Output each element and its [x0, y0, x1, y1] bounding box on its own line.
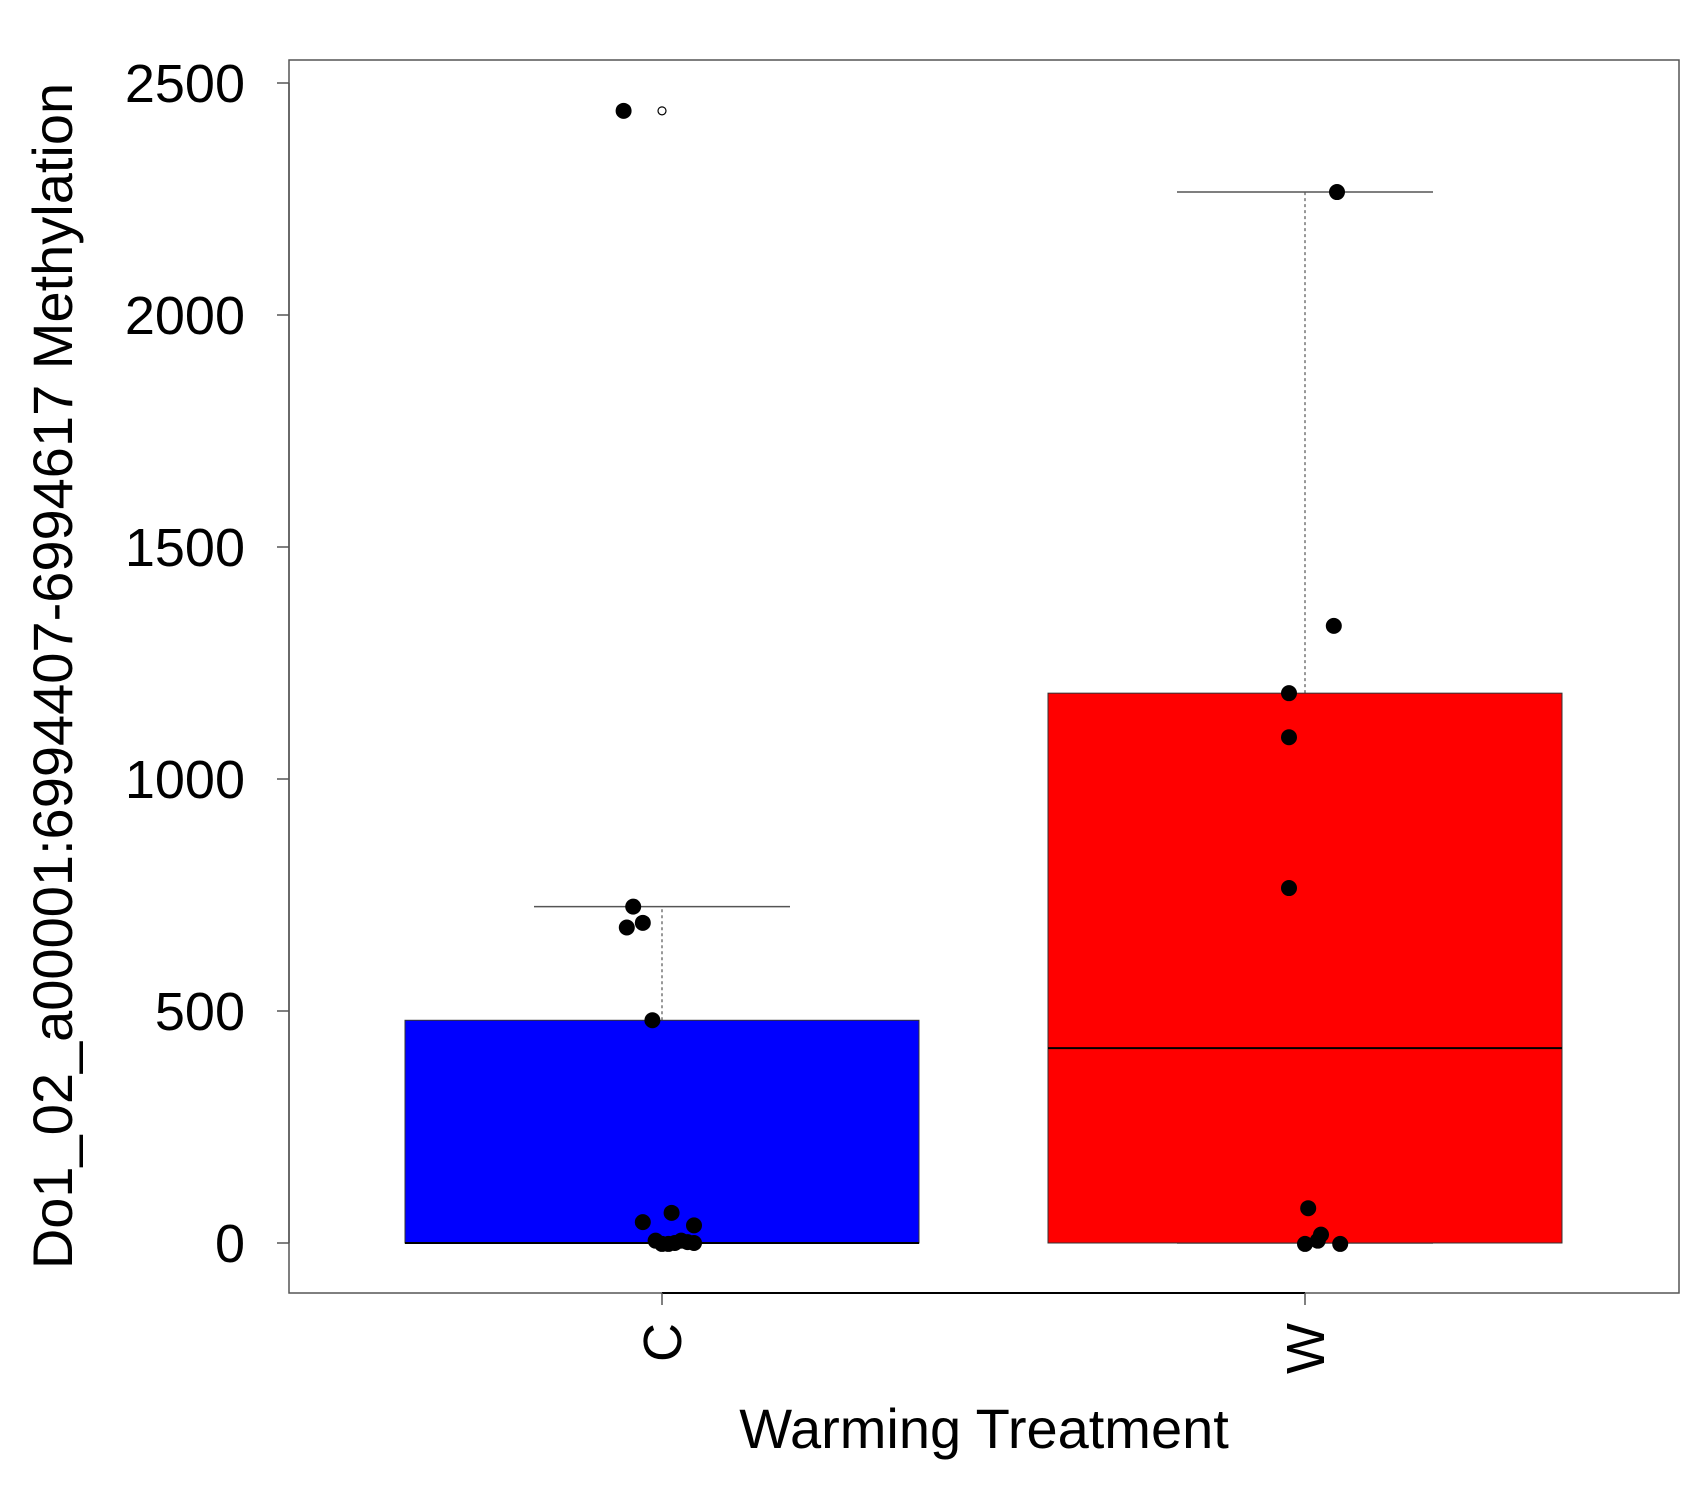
box-c — [404, 1019, 920, 1244]
points-layer — [615, 102, 1349, 1252]
data-point-w — [1281, 729, 1297, 746]
data-point-w — [1300, 1200, 1317, 1217]
y-tick-label: 0 — [215, 1214, 245, 1274]
box-w — [1047, 692, 1563, 1244]
data-point-c — [663, 1204, 680, 1221]
data-point-c — [615, 102, 632, 119]
data-point-w — [1281, 880, 1297, 897]
data-point-c — [634, 914, 651, 931]
x-axis-label: Warming Treatment — [739, 1397, 1229, 1460]
data-point-w — [1325, 617, 1342, 634]
y-tick-label: 1500 — [125, 518, 245, 578]
data-point-w — [1297, 1235, 1313, 1252]
y-tick-label: 1000 — [125, 750, 245, 810]
data-point-w — [1332, 1235, 1349, 1252]
data-point-w — [1329, 184, 1345, 201]
data-point-w — [1281, 685, 1297, 702]
y-tick-label: 2500 — [125, 54, 245, 114]
x-tick-label-w: W — [1276, 1323, 1336, 1374]
data-point-c — [686, 1217, 702, 1234]
outlier-marker-c — [657, 106, 667, 116]
y-tick-label: 500 — [155, 982, 245, 1042]
y-axis: 0 500 1000 1500 2000 2500 — [125, 54, 290, 1274]
data-point-c — [618, 919, 635, 936]
data-point-c — [644, 1012, 661, 1029]
y-tick-label: 2000 — [125, 286, 245, 346]
data-point-c — [625, 898, 642, 915]
y-axis-label: Do1_02_a00001:6994407-6994617 Methylatio… — [21, 83, 84, 1269]
data-point-w — [1309, 1232, 1326, 1249]
boxes-layer — [404, 106, 1563, 1244]
data-point-c — [634, 1214, 651, 1231]
data-point-c — [686, 1235, 702, 1251]
x-tick-label-c: C — [633, 1323, 693, 1362]
